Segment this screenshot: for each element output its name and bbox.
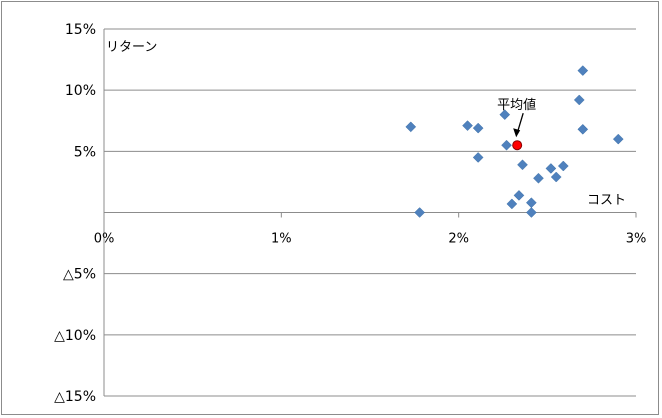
y-axis-title: リターン [106, 40, 157, 55]
x-tick-label-0: 0% [94, 232, 115, 247]
data-point-0-1 [414, 207, 426, 218]
data-point-0-7 [506, 198, 518, 210]
data-point-0-14 [550, 171, 562, 183]
average-arrow-head [513, 128, 521, 138]
data-point-0-17 [577, 123, 589, 135]
data-point-0-8 [513, 190, 525, 201]
gridlines [103, 28, 637, 397]
y-tick-label-2: 5% [74, 144, 96, 160]
data-point-0-13 [545, 163, 557, 174]
y-tick-labels: 15% 10% 5% △5% △10% △15% [54, 22, 96, 405]
data-point-0-11 [526, 207, 537, 218]
data-point-0-16 [573, 94, 585, 106]
y-tick-label-3: △5% [63, 267, 96, 283]
data-point-0-6 [501, 139, 512, 151]
average-annotation: 平均値 [497, 97, 536, 151]
x-axis-title: コスト [587, 193, 626, 208]
data-point-0-4 [472, 152, 484, 163]
average-label: 平均値 [497, 97, 536, 113]
data-point-0-9 [517, 159, 528, 171]
data-point-0-12 [533, 172, 544, 184]
y-tick-label-5: △15% [54, 389, 96, 405]
y-tick-label-1: 10% [65, 83, 96, 99]
y-tick-label-0: 15% [65, 22, 96, 38]
data-point-0-2 [462, 120, 473, 131]
data-point-0-10 [526, 197, 537, 209]
average-point [512, 140, 523, 151]
data-points [405, 65, 624, 218]
data-point-0-3 [472, 122, 484, 134]
x-tick-label-2: 2% [448, 232, 469, 247]
data-point-0-15 [557, 160, 569, 172]
scatter-plot: 15% 10% 5% △5% △10% △15% 0% 1% 2% 3% 平均値 リターン コス… [54, 22, 647, 405]
x-tick-label-1: 1% [271, 232, 292, 247]
y-tick-label-4: △10% [54, 328, 96, 344]
x-tick-label-3: 3% [626, 232, 647, 247]
x-tick-labels: 0% 1% 2% 3% [94, 232, 647, 247]
data-point-0-0 [405, 121, 417, 133]
data-point-0-18 [577, 65, 589, 76]
data-point-0-5 [499, 109, 511, 120]
data-point-0-19 [612, 133, 624, 145]
